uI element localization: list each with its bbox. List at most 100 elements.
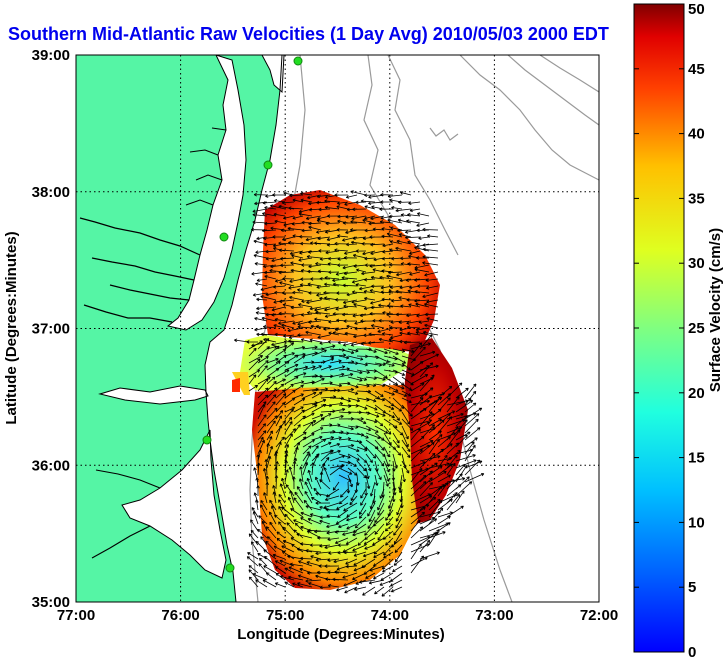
velocity-arrow <box>393 523 403 536</box>
velocity-arrow <box>317 269 331 274</box>
velocity-arrow <box>419 362 434 378</box>
velocity-arrow <box>338 367 350 371</box>
velocity-arrow <box>372 227 385 232</box>
velocity-arrow <box>335 298 349 302</box>
velocity-arrow <box>246 340 259 344</box>
velocity-arrow <box>291 222 304 226</box>
velocity-arrow <box>252 511 259 525</box>
velocity-arrow <box>365 474 371 490</box>
velocity-arrow <box>336 205 349 210</box>
velocity-arrow <box>401 425 409 440</box>
velocity-arrow <box>365 383 377 387</box>
velocity-arrow <box>273 212 286 217</box>
velocity-arrow <box>313 487 322 497</box>
velocity-arrow <box>347 369 363 375</box>
velocity-arrow <box>265 540 277 553</box>
velocity-arrow <box>356 446 368 452</box>
velocity-arrow <box>344 586 358 594</box>
velocity-arrow <box>308 582 322 588</box>
velocity-arrow <box>446 494 461 511</box>
velocity-arrow <box>255 250 268 254</box>
velocity-arrow <box>392 439 400 449</box>
velocity-arrow <box>403 340 421 345</box>
velocity-arrow <box>284 383 294 392</box>
velocity-arrow <box>260 504 268 518</box>
velocity-arrow <box>356 268 367 273</box>
x-tick-label: 72:00 <box>580 607 618 624</box>
velocity-arrow <box>344 331 358 336</box>
velocity-arrow <box>337 263 349 267</box>
velocity-arrow <box>406 313 421 318</box>
velocity-arrow <box>265 256 277 261</box>
velocity-arrow <box>248 347 257 357</box>
velocity-arrow <box>356 460 367 472</box>
velocity-arrow <box>378 318 394 323</box>
velocity-arrow <box>264 275 277 280</box>
velocity-arrow <box>266 415 278 427</box>
velocity-arrow <box>353 551 367 557</box>
velocity-arrow <box>307 518 322 525</box>
velocity-arrow <box>327 570 340 575</box>
velocity-arrow <box>319 585 331 590</box>
velocity-arrow <box>399 278 412 283</box>
velocity-arrow <box>346 242 358 247</box>
velocity-arrow <box>364 193 376 198</box>
x-axis-ticks: 77:00 76:00 75:00 74:00 73:00 72:00 <box>57 607 618 624</box>
velocity-arrow <box>265 481 269 497</box>
velocity-arrow <box>419 395 433 406</box>
velocity-arrow <box>311 438 327 448</box>
velocity-arrow <box>284 376 299 385</box>
velocity-arrow <box>364 256 376 261</box>
velocity-arrow <box>383 362 395 367</box>
velocity-arrow <box>343 256 358 260</box>
velocity-arrow <box>278 241 295 246</box>
velocity-arrow <box>464 427 481 441</box>
velocity-arrow <box>354 586 367 591</box>
velocity-arrow <box>365 348 377 353</box>
velocity-arrow <box>427 234 439 238</box>
velocity-arrow <box>260 332 277 337</box>
velocity-arrow <box>336 586 349 592</box>
velocity-arrow <box>371 205 385 210</box>
velocity-arrow <box>286 522 295 532</box>
velocity-arrow <box>293 393 304 399</box>
velocity-arrow <box>396 271 412 277</box>
velocity-arrow <box>343 304 358 309</box>
velocity-arrow <box>401 404 413 417</box>
velocity-arrow <box>284 428 296 441</box>
velocity-arrow <box>297 325 313 329</box>
velocity-arrow <box>379 207 394 211</box>
velocity-arrow <box>299 466 304 483</box>
velocity-arrow <box>278 320 295 325</box>
velocity-arrow <box>252 213 268 217</box>
velocity-arrow <box>414 278 430 282</box>
velocity-arrow <box>332 278 349 283</box>
velocity-arrow <box>428 430 442 441</box>
velocity-arrow <box>337 543 349 547</box>
velocity-arrow <box>279 281 295 287</box>
velocity-arrow <box>266 407 278 420</box>
velocity-arrow <box>374 432 385 441</box>
velocity-arrow <box>314 241 331 246</box>
velocity-arrow <box>410 374 429 385</box>
colorbar-ticks: 0 5 10 15 20 25 30 35 40 45 50 <box>634 1 705 659</box>
velocity-arrow <box>347 453 360 461</box>
potomac-river <box>79 217 201 256</box>
velocity-arrow <box>272 285 286 289</box>
velocity-arrow <box>278 248 295 253</box>
velocity-arrow <box>464 390 477 406</box>
velocity-arrow <box>284 389 296 399</box>
velocity-arrow <box>351 278 367 284</box>
velocity-arrow <box>309 306 322 311</box>
velocity-arrow <box>326 242 340 247</box>
velocity-arrow <box>257 387 269 399</box>
x-tick-label: 77:00 <box>57 607 95 624</box>
velocity-arrow <box>346 292 358 297</box>
velocity-arrow <box>306 311 322 315</box>
velocity-arrow <box>326 523 340 529</box>
velocity-arrow <box>315 262 331 266</box>
velocity-arrow <box>425 278 439 282</box>
velocity-arrow <box>272 485 277 497</box>
velocity-arrow <box>424 312 439 317</box>
velocity-arrow <box>329 353 347 358</box>
